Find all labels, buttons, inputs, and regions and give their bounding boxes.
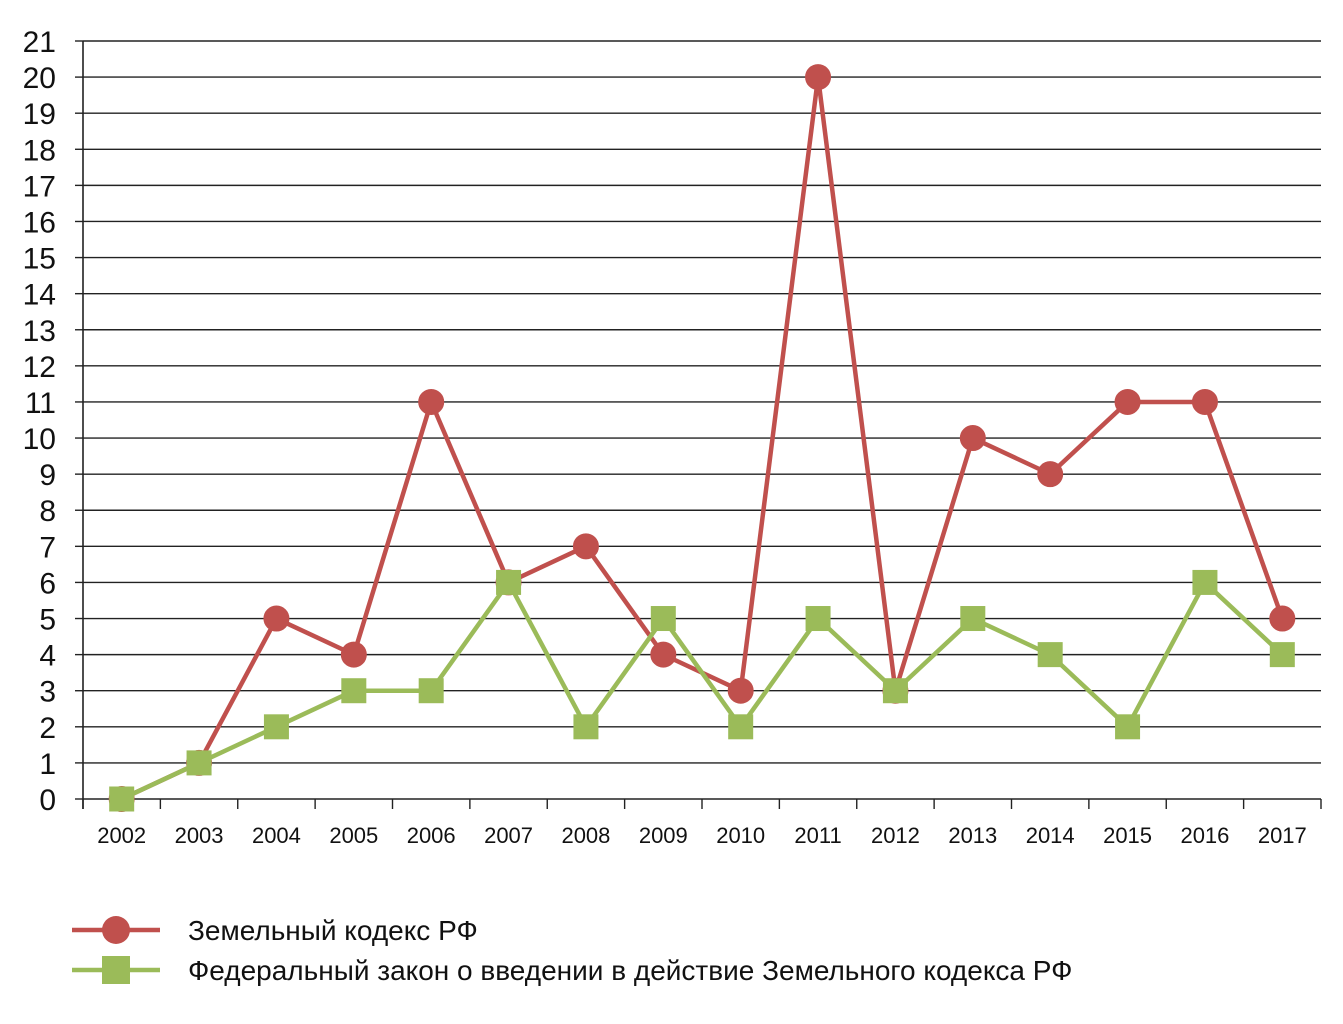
y-tick-label: 13 xyxy=(23,315,56,348)
y-tick-label: 8 xyxy=(39,495,56,528)
x-tick-label: 2011 xyxy=(794,823,841,848)
series-point-square xyxy=(573,714,599,740)
legend-marker-circle xyxy=(102,916,130,944)
series-point-circle xyxy=(263,605,290,632)
y-tick-label: 3 xyxy=(39,676,56,709)
x-tick-label: 2014 xyxy=(1026,823,1075,848)
y-tick-label: 10 xyxy=(23,423,56,456)
y-tick-label: 14 xyxy=(23,279,56,312)
x-tick-label: 2013 xyxy=(948,823,997,848)
series-point-square xyxy=(341,678,367,704)
x-tick-label: 2004 xyxy=(252,823,301,848)
series-point-square xyxy=(418,678,444,704)
x-tick-label: 2016 xyxy=(1180,823,1229,848)
x-tick-label: 2008 xyxy=(561,823,610,848)
series-point-circle xyxy=(727,677,754,704)
y-tick-label: 16 xyxy=(23,206,56,239)
y-tick-label: 17 xyxy=(23,170,56,203)
series-point-circle xyxy=(572,533,599,560)
series-point-square xyxy=(1115,714,1141,740)
series-point-circle xyxy=(650,641,677,668)
series-point-square xyxy=(882,678,908,704)
y-tick-label: 21 xyxy=(23,26,56,59)
series-point-circle xyxy=(340,641,367,668)
series-point-circle xyxy=(959,425,986,452)
y-tick-label: 7 xyxy=(39,531,56,564)
y-tick-label: 2 xyxy=(39,712,56,745)
series-point-square xyxy=(1192,569,1218,595)
x-tick-label: 2006 xyxy=(407,823,456,848)
x-tick-label: 2015 xyxy=(1103,823,1152,848)
series-point-circle xyxy=(1037,461,1064,488)
x-axis-tick-labels: 2002 2003 2004 2005 2006 2007 2008 2009 2010 2011… xyxy=(97,823,1307,848)
y-tick-label: 15 xyxy=(23,243,56,276)
x-tick-label: 2012 xyxy=(871,823,920,848)
x-tick-label: 2009 xyxy=(639,823,688,848)
axes xyxy=(75,40,1322,809)
series-point-square xyxy=(1269,642,1295,668)
series-point-square xyxy=(728,714,754,740)
y-tick-label: 20 xyxy=(23,62,56,95)
y-tick-label: 1 xyxy=(39,748,56,781)
series-point-square xyxy=(263,714,289,740)
series-lines xyxy=(120,74,1285,802)
series-line-1 xyxy=(120,580,1284,802)
legend-label: Земельный кодекс РФ xyxy=(188,915,478,946)
y-tick-label: 18 xyxy=(23,134,56,167)
y-tick-label: 12 xyxy=(23,351,56,384)
y-tick-label: 4 xyxy=(39,640,56,673)
y-tick-label: 19 xyxy=(23,98,56,131)
x-tick-label: 2003 xyxy=(175,823,224,848)
series-point-circle xyxy=(1269,605,1296,632)
y-tick-label: 6 xyxy=(39,567,56,600)
series-point-square xyxy=(960,606,986,632)
series-point-square xyxy=(109,786,135,812)
series-point-square xyxy=(496,569,522,595)
y-tick-label: 5 xyxy=(39,604,56,637)
series-point-square xyxy=(650,606,676,632)
series-point-square xyxy=(805,606,831,632)
y-tick-label: 0 xyxy=(39,784,56,817)
series-point-circle xyxy=(1191,388,1218,415)
series-point-circle xyxy=(1114,388,1141,415)
legend-marker-square xyxy=(102,956,130,984)
x-tick-label: 2007 xyxy=(484,823,533,848)
series-point-square xyxy=(1037,642,1063,668)
series-point-circle xyxy=(805,64,832,91)
legend-label: Федеральный закон о введении в действие … xyxy=(188,955,1072,986)
series-markers xyxy=(108,64,1296,812)
x-tick-label: 2002 xyxy=(97,823,146,848)
x-tick-label: 2017 xyxy=(1258,823,1307,848)
series-point-circle xyxy=(418,388,445,415)
y-tick-label: 11 xyxy=(25,387,56,420)
x-tick-label: 2005 xyxy=(329,823,378,848)
legend: Земельный кодекс РФ Федеральный закон о в… xyxy=(72,915,1072,986)
gridlines xyxy=(83,40,1321,800)
series-point-square xyxy=(186,750,212,776)
y-tick-label: 9 xyxy=(39,459,56,492)
x-tick-label: 2010 xyxy=(716,823,765,848)
